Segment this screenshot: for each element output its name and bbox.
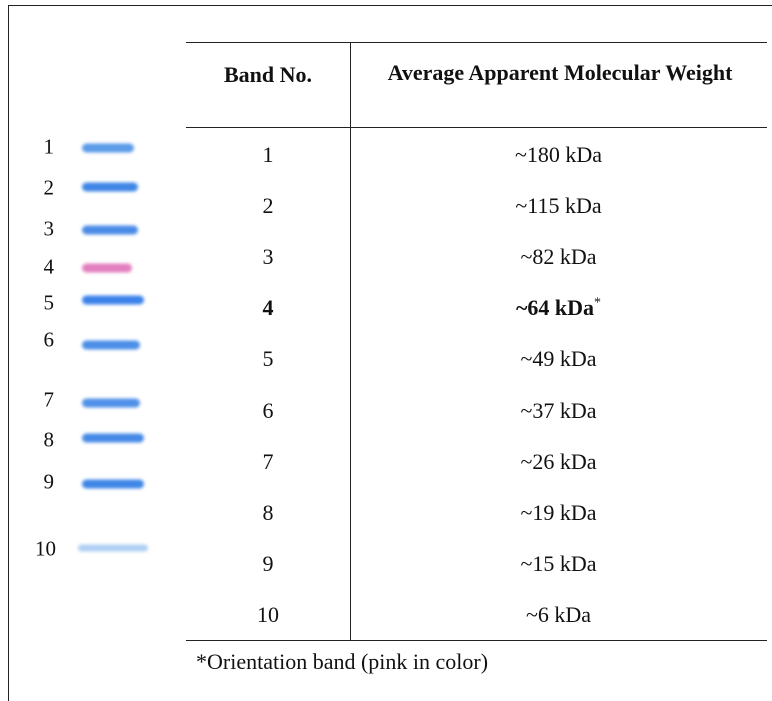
lane-label: 7	[24, 388, 54, 413]
weight-value: ~6 kDa	[526, 602, 591, 627]
frame-border	[8, 5, 772, 6]
band-number: 8	[186, 500, 350, 526]
ladder-band	[82, 341, 140, 350]
table-rule	[186, 42, 767, 43]
lane-label: 3	[24, 217, 54, 242]
weight-value: ~82 kDa	[520, 244, 596, 269]
molecular-weight: ~82 kDa	[350, 244, 767, 270]
lane-label: 5	[24, 291, 54, 316]
ladder-band	[82, 144, 134, 153]
band-number: 1	[186, 142, 350, 168]
ladder-band	[78, 545, 148, 552]
weight-value: ~49 kDa	[520, 346, 596, 371]
lane-label: 9	[24, 470, 54, 495]
molecular-weight: ~37 kDa	[350, 398, 767, 424]
lane-label: 2	[24, 176, 54, 201]
band-number: 7	[186, 449, 350, 475]
table-rule	[186, 127, 767, 128]
weight-value: ~180 kDa	[515, 142, 602, 167]
weight-value: ~15 kDa	[520, 551, 596, 576]
weight-value: ~26 kDa	[520, 449, 596, 474]
band-number: 9	[186, 551, 350, 577]
band-number: 4	[186, 295, 350, 321]
footnote-mark: *	[594, 296, 601, 311]
ladder-band	[82, 226, 138, 235]
molecular-weight: ~26 kDa	[350, 449, 767, 475]
band-number: 10	[186, 602, 350, 628]
weight-value: ~19 kDa	[520, 500, 596, 525]
molecular-weight: ~180 kDa	[350, 142, 767, 168]
band-number: 6	[186, 398, 350, 424]
ladder-band	[82, 399, 140, 408]
header-cell: Band No.	[186, 60, 350, 89]
molecular-weight: ~115 kDa	[350, 193, 767, 219]
table-rule	[186, 640, 767, 641]
ladder-band	[82, 296, 144, 305]
ladder-band	[82, 264, 132, 273]
weight-value: ~64 kDa	[516, 295, 594, 320]
molecular-weight: ~6 kDa	[350, 602, 767, 628]
molecular-weight: ~19 kDa	[350, 500, 767, 526]
ladder-band	[82, 480, 144, 489]
band-number: 2	[186, 193, 350, 219]
header-cell: Average Apparent Molecular Weight	[370, 58, 750, 87]
lane-label: 10	[26, 537, 56, 562]
lane-label: 8	[24, 428, 54, 453]
page: {"ladder": {"labels": ["1", "2", "3", "4…	[0, 0, 772, 701]
band-number: 3	[186, 244, 350, 270]
molecular-weight: ~15 kDa	[350, 551, 767, 577]
weight-value: ~37 kDa	[520, 398, 596, 423]
footnote: *Orientation band (pink in color)	[196, 649, 488, 675]
frame-border	[8, 5, 9, 701]
band-number: 5	[186, 346, 350, 372]
ladder-band	[82, 434, 144, 443]
ladder-band	[82, 183, 138, 192]
lane-label: 6	[24, 328, 54, 353]
weight-value: ~115 kDa	[515, 193, 601, 218]
lane-label: 4	[24, 255, 54, 280]
lane-label: 1	[24, 135, 54, 160]
molecular-weight: ~49 kDa	[350, 346, 767, 372]
molecular-weight: ~64 kDa*	[350, 295, 767, 321]
